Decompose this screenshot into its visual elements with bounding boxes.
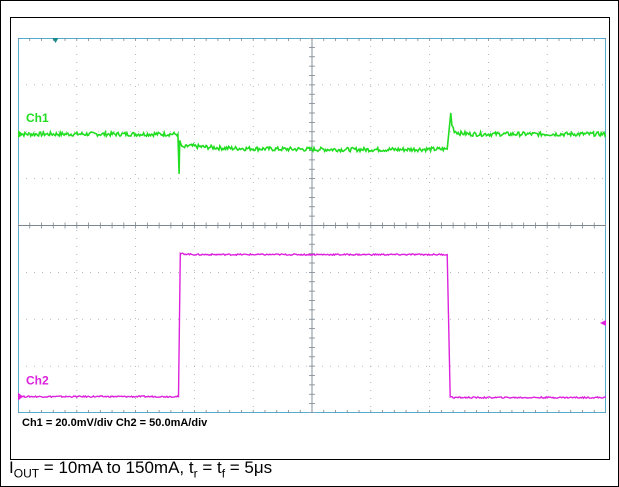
- condition-text-2: = t: [197, 458, 222, 477]
- traces: [18, 112, 606, 401]
- channel-labels: Ch1 Ch2: [26, 111, 49, 388]
- trigger-position-marker: [52, 38, 59, 43]
- trace-ch1: [18, 112, 606, 174]
- tr-subscript: r: [193, 466, 198, 481]
- ref-marker-ch1: [18, 130, 23, 139]
- grid: [18, 38, 606, 413]
- channel-label-ch1: Ch1: [26, 111, 49, 125]
- scale-readout: Ch1 = 20.0mV/div Ch2 = 50.0mA/div: [22, 417, 208, 429]
- trace-ch2: [18, 252, 606, 400]
- channel-label-ch2: Ch2: [26, 374, 49, 388]
- condition-text-3: = 5μs: [225, 458, 273, 477]
- i-subscript: OUT: [13, 466, 40, 481]
- i-symbol: I: [9, 458, 14, 477]
- scope-plot: Ch1 Ch2: [18, 38, 606, 413]
- test-condition: IOUT = 10mA to 150mA, tr = tf = 5μs: [9, 458, 272, 480]
- ref-marker-ch2: [18, 392, 23, 401]
- condition-text-1: = 10mA to 150mA, t: [39, 458, 194, 477]
- trigger-level-marker: [600, 320, 606, 326]
- tf-subscript: f: [221, 466, 226, 481]
